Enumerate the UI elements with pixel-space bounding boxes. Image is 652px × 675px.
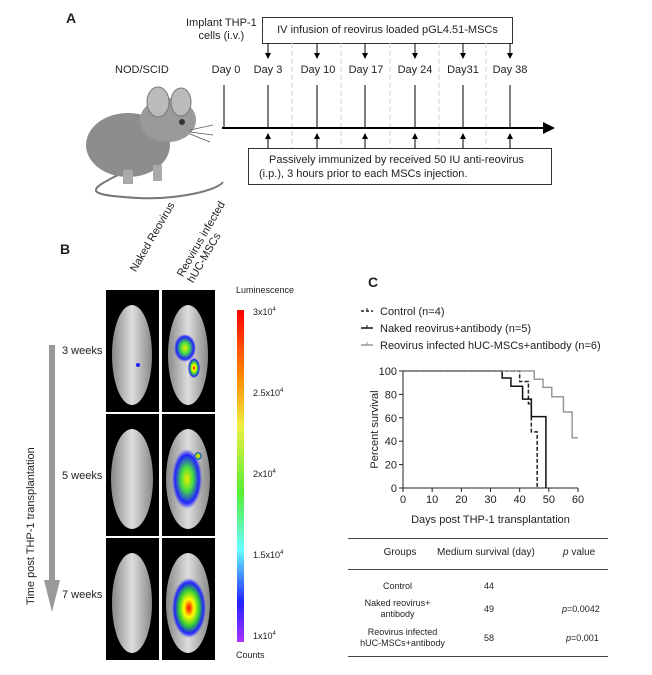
table-row-p-value: p=0.001 bbox=[566, 633, 599, 643]
implant-label-line2: cells (i.v.) bbox=[198, 30, 245, 42]
timeline bbox=[222, 43, 555, 148]
image-row-5-weeks bbox=[106, 414, 215, 536]
y-tick-label: 20 bbox=[385, 460, 397, 472]
legend-label: Reovirus infected hUC-MSCs+antibody (n=6… bbox=[380, 340, 601, 352]
table-bottom-rule bbox=[348, 656, 608, 657]
bioluminescence-images bbox=[106, 290, 215, 660]
panel-c-letter: C bbox=[368, 274, 379, 290]
day-label: Day 0 bbox=[211, 64, 241, 76]
legend-label: Naked reovirus+antibody (n=5) bbox=[380, 323, 531, 335]
day-label: Day31 bbox=[447, 64, 479, 76]
y-tick-label: 40 bbox=[385, 436, 397, 448]
y-tick-label: 80 bbox=[385, 389, 397, 401]
table-row-p-value: p=0.0042 bbox=[562, 604, 600, 614]
legend-label: Control (n=4) bbox=[380, 306, 445, 318]
immunize-line2: (i.p.), 3 hours prior to each MSCs injec… bbox=[259, 168, 468, 180]
mouse-illustration bbox=[86, 86, 224, 200]
colorbar-tick: 3x104 bbox=[253, 307, 276, 317]
infusion-box: IV infusion of reovirus loaded pGL4.51-M… bbox=[262, 17, 513, 44]
x-tick-label: 40 bbox=[514, 494, 526, 506]
x-tick-label: 20 bbox=[455, 494, 467, 506]
x-tick-label: 0 bbox=[400, 494, 406, 506]
time-arrow bbox=[44, 345, 60, 612]
y-tick-label: 60 bbox=[385, 413, 397, 425]
colorbar-title: Luminescence bbox=[236, 285, 295, 295]
x-axis-label: Days post THP-1 transplantation bbox=[411, 514, 570, 526]
table-top-rule bbox=[348, 538, 608, 539]
table-row-group: Reovirus infected hUC-MSCs+antibody bbox=[360, 627, 445, 648]
table-row-median: 44 bbox=[484, 581, 495, 591]
y-axis-label: Percent survival bbox=[369, 390, 381, 468]
survival-curve-series-2 bbox=[403, 370, 547, 488]
row-label: 5 weeks bbox=[62, 470, 103, 482]
panel-b-letter: B bbox=[60, 241, 71, 257]
survival-curve-series-3 bbox=[403, 370, 578, 439]
strain-label: NOD/SCID bbox=[115, 64, 169, 76]
table-row-group: Naked reovirus+ antibody bbox=[364, 598, 431, 619]
survival-curve-series-1 bbox=[403, 370, 538, 488]
colorbar-tick: 1.5x104 bbox=[253, 550, 284, 560]
row-label: 3 weeks bbox=[62, 345, 103, 357]
y-tick-label: 0 bbox=[391, 483, 397, 495]
day-label: Day 10 bbox=[300, 64, 336, 76]
x-tick-label: 50 bbox=[543, 494, 555, 506]
day-label: Day 3 bbox=[253, 64, 283, 76]
panel-a-letter: A bbox=[66, 10, 77, 26]
table-header-median: Medium survival (day) bbox=[437, 547, 535, 558]
colorbar-tick: 2.5x104 bbox=[253, 388, 284, 398]
x-tick-label: 10 bbox=[426, 494, 438, 506]
x-tick-label: 60 bbox=[572, 494, 584, 506]
day-label: Day 38 bbox=[492, 64, 528, 76]
survival-chart: 0 10 20 30 40 50 60 0 20 40 60 80 100 Days post THP-1… bbox=[361, 306, 601, 526]
day-label: Day 24 bbox=[397, 64, 433, 76]
colorbar-tick: 1x104 bbox=[253, 631, 276, 641]
row-label: 7 weeks bbox=[62, 589, 103, 601]
image-row-3-weeks bbox=[106, 290, 215, 412]
immunize-line1: Passively immunized by received 50 IU an… bbox=[269, 154, 524, 166]
implant-label-line1: Implant THP-1 bbox=[186, 17, 257, 29]
luminescence-colorbar bbox=[237, 310, 244, 642]
day-label: Day 17 bbox=[348, 64, 384, 76]
colorbar-tick: 2x104 bbox=[253, 469, 276, 479]
y-tick-label: 100 bbox=[379, 366, 397, 378]
table-header-rule bbox=[348, 569, 608, 570]
table-row-group: Control bbox=[382, 581, 412, 591]
colorbar-unit: Counts bbox=[236, 650, 265, 660]
table-row-median: 58 bbox=[484, 633, 495, 643]
table-header-groups: Groups bbox=[383, 547, 417, 558]
table-row-median: 49 bbox=[484, 604, 495, 614]
table-header-p: p value bbox=[563, 547, 596, 558]
image-row-7-weeks bbox=[106, 538, 215, 660]
x-tick-label: 30 bbox=[484, 494, 496, 506]
